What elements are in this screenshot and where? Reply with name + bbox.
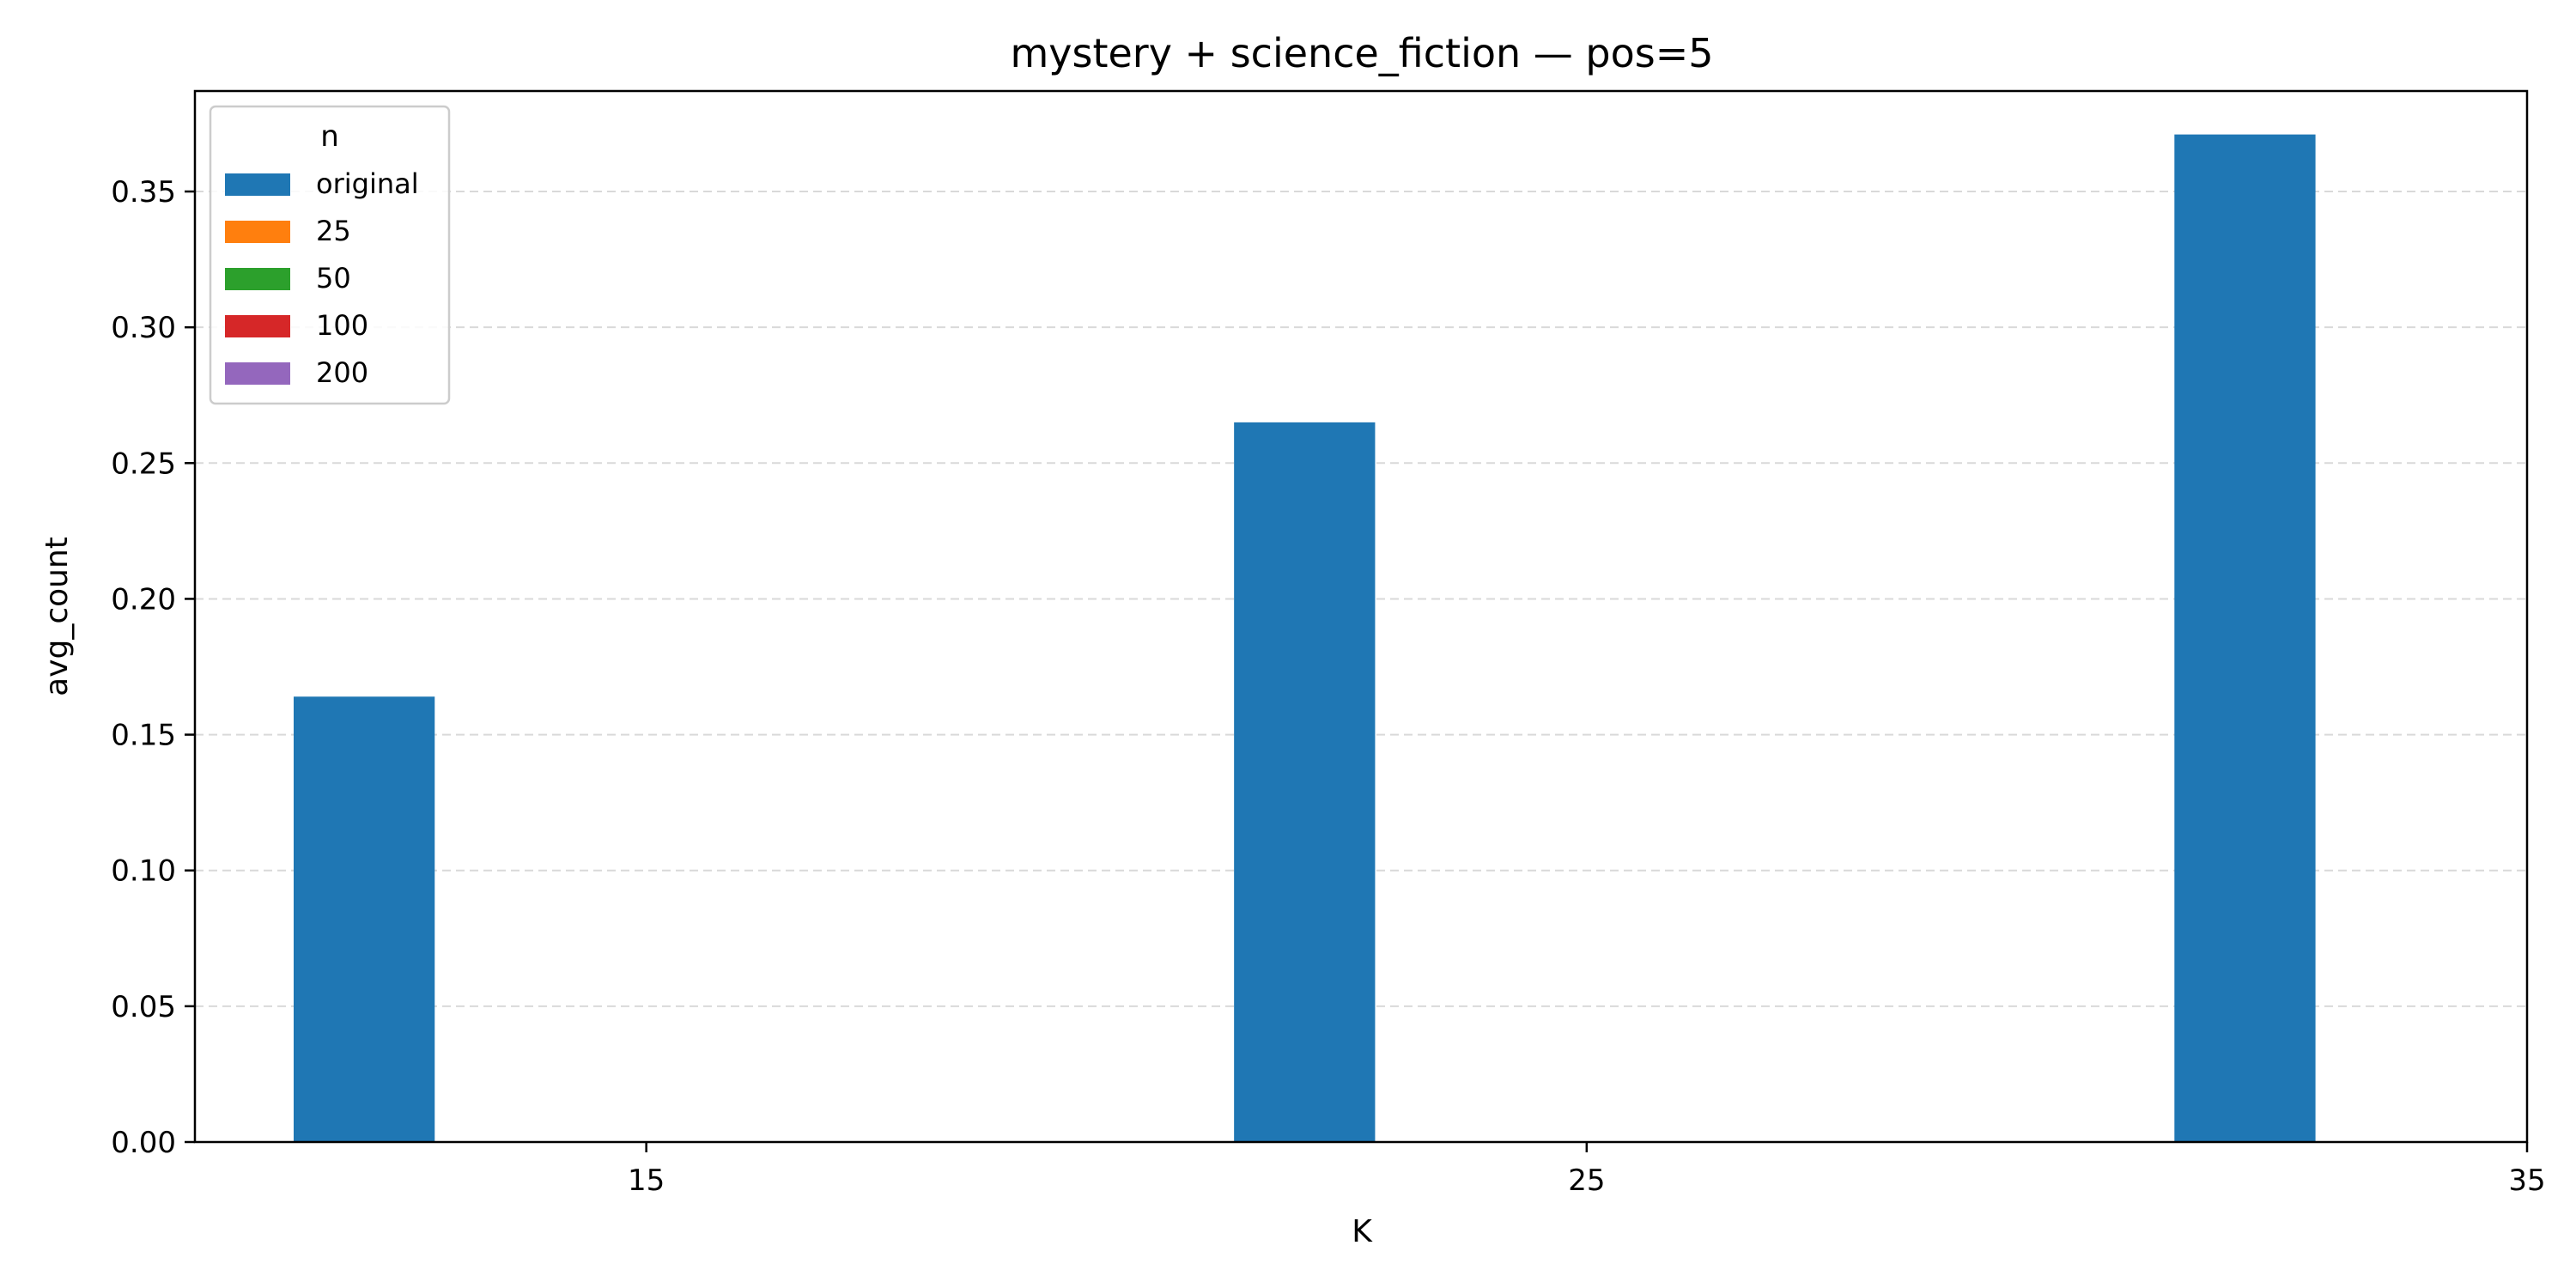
y-tick-label: 0.10 <box>111 854 176 889</box>
legend-label-25: 25 <box>316 215 351 247</box>
x-tick-label: 15 <box>628 1163 665 1198</box>
legend-label-100: 100 <box>316 309 368 342</box>
y-tick-label: 0.35 <box>111 175 176 210</box>
y-tick-label: 0.15 <box>111 719 176 753</box>
y-tick-label: 0.00 <box>111 1126 176 1160</box>
x-axis-label: K <box>1352 1214 1373 1249</box>
gridlines <box>195 191 2527 1007</box>
plot-frame <box>193 89 2529 1144</box>
legend-title: n <box>320 119 339 154</box>
bar-original-35 <box>2174 134 2316 1143</box>
y-axis-label: avg_count <box>39 537 75 696</box>
legend-items: original 25 50 100 200 <box>225 167 419 389</box>
legend-swatch-original <box>225 173 290 196</box>
legend: n original 25 50 100 200 <box>209 105 451 405</box>
x-axis-ticks: 15 25 35 <box>628 1142 2546 1198</box>
x-tick-label: 25 <box>1568 1163 1605 1198</box>
legend-label-200: 200 <box>316 356 368 389</box>
y-axis-ticks: 0.00 0.05 0.10 0.15 0.20 0.25 0.30 0.35 <box>111 175 195 1160</box>
legend-swatch-50 <box>225 268 290 290</box>
chart-title: mystery + science_fiction — pos=5 <box>1010 30 1713 76</box>
bar-original-15 <box>293 696 435 1142</box>
y-tick-label: 0.30 <box>111 311 176 345</box>
legend-label-50: 50 <box>316 262 351 295</box>
legend-swatch-100 <box>225 315 290 337</box>
y-tick-label: 0.05 <box>111 990 176 1024</box>
legend-swatch-25 <box>225 221 290 243</box>
legend-label-original: original <box>316 167 419 200</box>
legend-swatch-200 <box>225 362 290 385</box>
x-tick-label: 35 <box>2508 1163 2545 1198</box>
bar-original-25 <box>1234 422 1376 1142</box>
bars <box>293 134 2316 1143</box>
y-tick-label: 0.20 <box>111 582 176 617</box>
y-tick-label: 0.25 <box>111 447 176 481</box>
